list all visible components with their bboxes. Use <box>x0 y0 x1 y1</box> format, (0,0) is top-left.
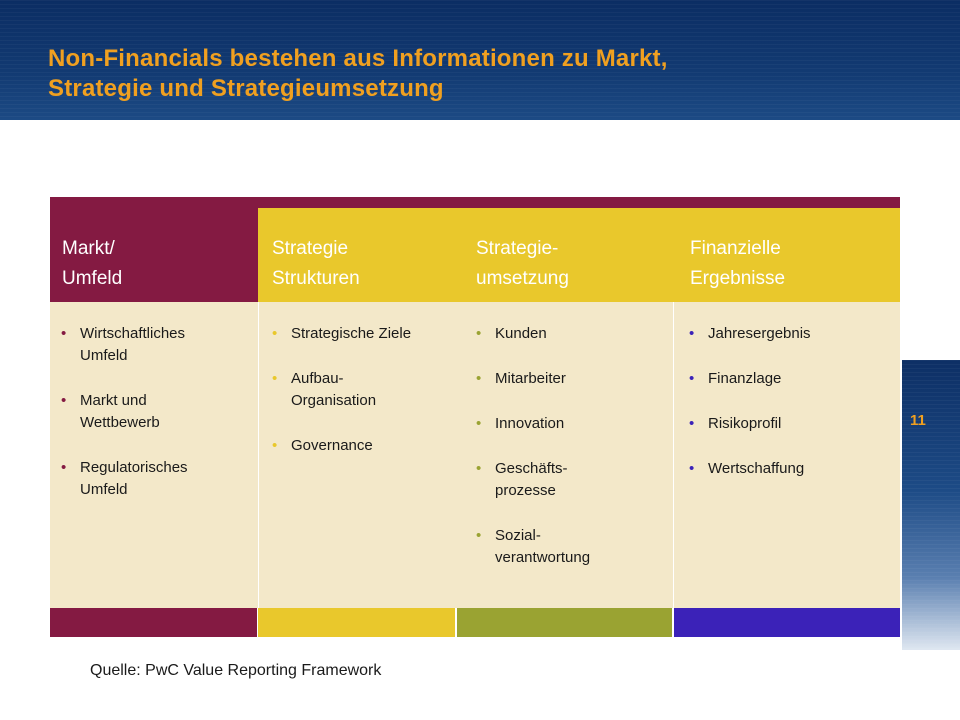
bullet-icon: • <box>272 370 278 387</box>
item-line: Wettbewerb <box>80 414 160 431</box>
item-line: prozesse <box>495 482 556 499</box>
list-item: • Geschäfts-prozesse <box>476 458 668 502</box>
item-list-ergebnisse: • Jahresergebnis • Finanzlage • Risikoprofi… <box>689 323 889 503</box>
bullet-icon: • <box>689 370 695 387</box>
item-line: Umfeld <box>80 481 128 498</box>
column-divider <box>258 302 259 608</box>
header-line: Umfeld <box>62 268 123 289</box>
item-line: Strategische Ziele <box>291 325 412 342</box>
item-line: Kunden <box>495 325 547 342</box>
list-item: • Wertschaffung <box>689 458 889 480</box>
list-item: • Wirtschaftliches Umfeld <box>61 323 251 367</box>
item-line: Geschäfts- <box>495 460 568 477</box>
page-number: 11 <box>910 412 926 429</box>
footer-bar-yellow <box>258 608 455 637</box>
item-line: Wirtschaftliches <box>80 325 186 342</box>
column-divider <box>673 302 674 608</box>
header-line: Strategie <box>272 238 349 259</box>
bullet-icon: • <box>476 415 482 432</box>
item-line: Sozial- <box>495 527 541 544</box>
bullet-icon: • <box>476 325 482 342</box>
bullet-icon: • <box>689 325 695 342</box>
item-line: Markt und <box>80 392 147 409</box>
bullet-icon: • <box>476 460 482 477</box>
item-line: Risikoprofil <box>708 415 782 432</box>
slide-title-line-2: Strategie und Strategieumsetzung <box>48 75 444 102</box>
item-line: Organisation <box>291 392 377 409</box>
header-line: umsetzung <box>476 268 569 289</box>
header-line: Strategie- <box>476 238 559 259</box>
list-item: • Strategische Ziele <box>272 323 468 345</box>
list-item: • Regulatorisches Umfeld <box>61 457 251 501</box>
column-header-strategie: Strategie Strukturen <box>272 234 360 294</box>
item-line: Innovation <box>495 415 565 432</box>
content-area <box>50 302 900 608</box>
item-list-markt: • Wirtschaftliches Umfeld • Markt und Wettbe… <box>61 323 251 524</box>
list-item: • Kunden <box>476 323 668 345</box>
header-cell-strategie <box>258 208 900 302</box>
list-item: • Markt und Wettbewerb <box>61 390 251 434</box>
footer-bar-olive <box>457 608 672 637</box>
list-item: • Mitarbeiter <box>476 368 668 390</box>
slide-header-band <box>0 0 960 120</box>
list-item: • Sozial-verantwortung <box>476 525 668 569</box>
slide-title-line-1: Non-Financials bestehen aus Informatione… <box>48 45 668 72</box>
maroon-top-strip <box>50 197 900 208</box>
list-item: • Aufbau- Organisation <box>272 368 468 412</box>
bullet-icon: • <box>476 527 482 544</box>
bullet-icon: • <box>61 392 67 409</box>
header-line: Strukturen <box>272 268 360 289</box>
item-line: Jahresergebnis <box>708 325 811 342</box>
bullet-icon: • <box>61 459 67 476</box>
list-item: • Risikoprofil <box>689 413 889 435</box>
column-header-markt: Markt/ Umfeld <box>62 234 122 294</box>
item-list-strukturen: • Strategische Ziele • Aufbau- Organisation… <box>272 323 468 480</box>
item-line: Umfeld <box>80 347 128 364</box>
bullet-icon: • <box>272 325 278 342</box>
item-line: Finanzlage <box>708 370 782 387</box>
item-line: Wertschaffung <box>708 460 805 477</box>
header-cell-markt <box>50 197 258 302</box>
list-item: • Finanzlage <box>689 368 889 390</box>
header-line: Finanzielle <box>690 238 781 259</box>
bullet-icon: • <box>61 325 67 342</box>
bullet-icon: • <box>272 437 278 454</box>
item-line: Governance <box>291 437 373 454</box>
item-list-umsetzung: • Kunden • Mitarbeiter • Innovation • Geschä… <box>476 323 668 592</box>
list-item: • Innovation <box>476 413 668 435</box>
footer-bar-maroon <box>50 608 257 637</box>
list-item: • Jahresergebnis <box>689 323 889 345</box>
slide-title: Non-Financials bestehen aus Informatione… <box>48 44 908 104</box>
item-line: verantwortung <box>495 549 591 566</box>
column-header-ergebnisse: Finanzielle Ergebnisse <box>690 234 785 294</box>
source-note: Quelle: PwC Value Reporting Framework <box>90 662 382 679</box>
list-item: • Governance <box>272 435 468 457</box>
bullet-icon: • <box>689 460 695 477</box>
item-line: Regulatorisches <box>80 459 188 476</box>
header-line: Markt/ <box>62 238 115 259</box>
header-line: Ergebnisse <box>690 268 786 289</box>
bullet-icon: • <box>476 370 482 387</box>
footer-bar-purple <box>674 608 900 637</box>
item-line: Aufbau- <box>291 370 344 387</box>
column-header-umsetzung: Strategie- umsetzung <box>476 234 569 294</box>
item-line: Mitarbeiter <box>495 370 566 387</box>
side-gradient-band <box>902 360 960 650</box>
bullet-icon: • <box>689 415 695 432</box>
